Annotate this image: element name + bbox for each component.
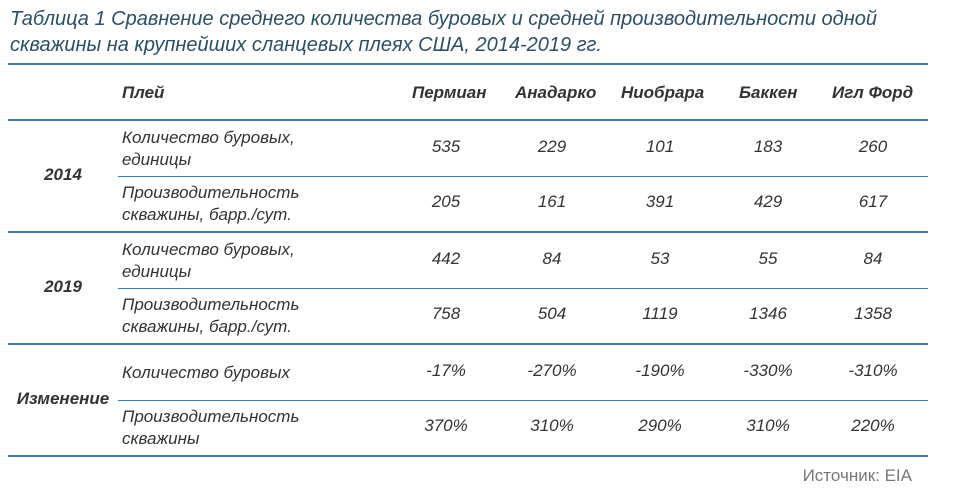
cell-value: 1358 xyxy=(854,304,892,323)
cell-value: 220% xyxy=(851,416,895,435)
cell-value: 53 xyxy=(650,249,670,268)
cell-value: 758 xyxy=(431,304,461,323)
cell-value: 504 xyxy=(537,304,567,323)
cell-value: 617 xyxy=(858,192,888,211)
row-label: Количество буровых, единицы xyxy=(122,240,295,281)
row-label: Производительность скважины, барр./сут. xyxy=(122,295,300,336)
group-label: 2019 xyxy=(44,277,82,296)
cell-value: 205 xyxy=(431,192,461,211)
header-col-niobrara: Ниобрара xyxy=(621,83,705,102)
cell-value: -330% xyxy=(743,361,793,380)
cell-value: 310% xyxy=(530,416,574,435)
table-row: Количество буровых, единицы 442 84 53 55 … xyxy=(118,233,928,289)
table-row: Производительность скважины, барр./сут. 2… xyxy=(118,176,928,231)
table-row: Производительность скважины, барр./сут. 7… xyxy=(118,288,928,343)
cell-value: 55 xyxy=(758,249,778,268)
cell-value: 1119 xyxy=(642,304,678,323)
header-play: Плей xyxy=(122,83,165,102)
cell-value: 370% xyxy=(424,416,468,435)
header-col-eagle-ford: Игл Форд xyxy=(832,83,914,102)
header-col-permian: Пермиан xyxy=(412,83,487,102)
cell-value: -190% xyxy=(635,361,685,380)
table-row: Количество буровых -17% -270% -190% -330… xyxy=(118,345,928,401)
cell-value: 535 xyxy=(431,137,461,156)
group-label: Изменение xyxy=(16,389,110,408)
cell-value: 1346 xyxy=(749,304,787,323)
table-row: Производительность скважины 370% 310% 290… xyxy=(118,400,928,455)
cell-value: 84 xyxy=(863,249,883,268)
row-label: Производительность скважины xyxy=(122,407,300,448)
group-change: Изменение Количество буровых -17% -270% … xyxy=(8,345,928,457)
group-label: 2014 xyxy=(44,165,82,184)
cell-value: 161 xyxy=(537,192,567,211)
cell-value: 101 xyxy=(645,137,675,156)
cell-value: 183 xyxy=(753,137,783,156)
cell-value: 229 xyxy=(537,137,567,156)
table-header: Плей Пермиан Анадарко Ниобрара Баккен Иг… xyxy=(8,63,928,121)
cell-value: 429 xyxy=(753,192,783,211)
cell-value: 290% xyxy=(638,416,682,435)
header-col-bakken: Баккен xyxy=(739,83,798,102)
cell-value: 310% xyxy=(746,416,790,435)
cell-value: 84 xyxy=(542,249,562,268)
table-row: Количество буровых, единицы 535 229 101 1… xyxy=(118,121,928,177)
group-2019: 2019 Количество буровых, единицы 442 84 5… xyxy=(8,233,928,345)
cell-value: 260 xyxy=(858,137,888,156)
row-label: Количество буровых xyxy=(122,363,291,382)
comparison-table: Плей Пермиан Анадарко Ниобрара Баккен Иг… xyxy=(8,63,928,457)
cell-value: 442 xyxy=(431,249,461,268)
row-label: Производительность скважины, барр./сут. xyxy=(122,183,300,224)
table-caption: Таблица 1 Сравнение среднего количества … xyxy=(10,8,877,56)
cell-value: -310% xyxy=(848,361,898,380)
source-note: Источник: EIA xyxy=(802,466,912,485)
header-col-anadarko: Анадарко xyxy=(515,83,597,102)
cell-value: 391 xyxy=(645,192,675,211)
cell-value: -17% xyxy=(426,361,466,380)
row-label: Количество буровых, единицы xyxy=(122,128,295,169)
group-2014: 2014 Количество буровых, единицы 535 229 … xyxy=(8,121,928,233)
cell-value: -270% xyxy=(527,361,577,380)
